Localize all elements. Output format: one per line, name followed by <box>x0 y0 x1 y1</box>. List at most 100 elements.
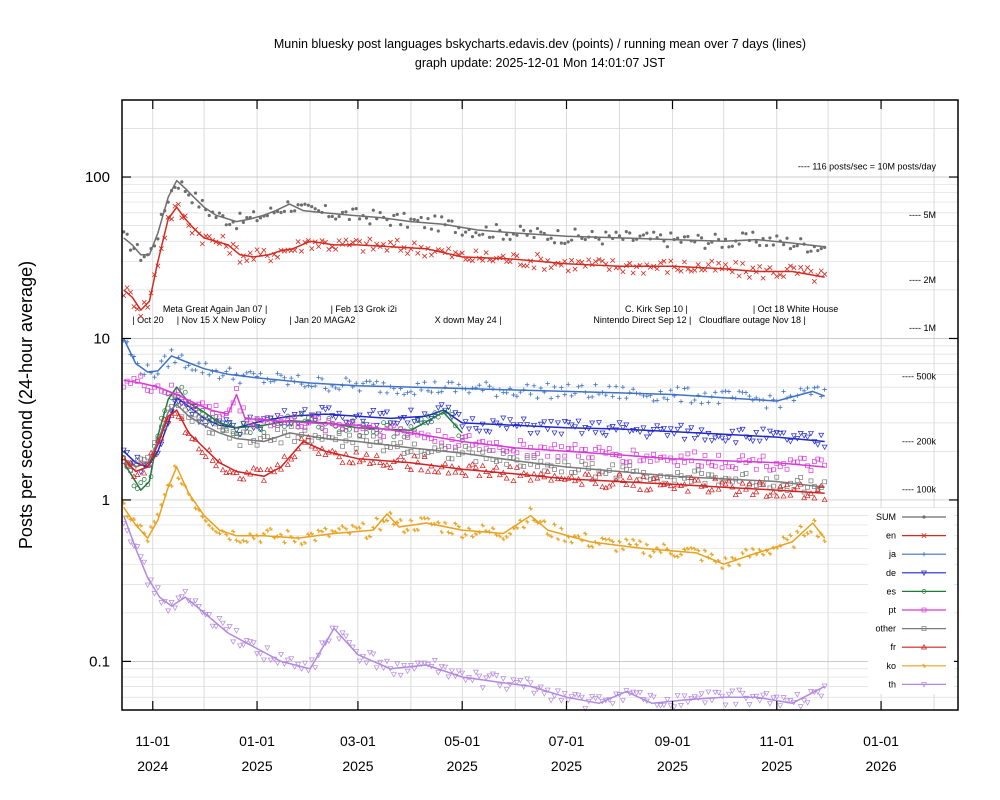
data-point <box>678 422 685 429</box>
data-point <box>555 536 561 542</box>
data-point <box>217 424 222 430</box>
data-point <box>610 462 616 468</box>
data-point <box>661 258 667 264</box>
data-point <box>558 431 565 438</box>
data-point <box>613 548 619 554</box>
data-point <box>773 493 780 499</box>
data-point <box>668 388 673 393</box>
data-point <box>507 463 514 469</box>
data-point <box>524 676 531 682</box>
data-point <box>364 430 369 436</box>
legend-label: ja <box>888 549 896 559</box>
data-point <box>254 247 260 253</box>
data-point <box>753 693 760 700</box>
data-point <box>295 373 301 378</box>
data-point <box>186 363 191 368</box>
data-point <box>477 233 481 237</box>
data-point <box>431 658 438 664</box>
data-point <box>241 220 245 224</box>
data-point <box>760 552 766 557</box>
legend-marker <box>921 552 927 557</box>
x-tick-label-year: 2025 <box>657 758 688 774</box>
data-point <box>350 240 356 245</box>
data-point <box>446 246 452 252</box>
data-point <box>730 555 735 561</box>
data-point <box>429 227 434 231</box>
data-point <box>159 212 163 216</box>
data-point <box>257 466 264 473</box>
data-point <box>216 616 223 622</box>
data-point <box>565 446 571 451</box>
data-point <box>607 234 611 238</box>
data-point <box>528 506 533 511</box>
data-point <box>528 391 533 397</box>
data-point <box>357 433 362 439</box>
data-point <box>333 246 339 252</box>
data-point <box>667 426 674 432</box>
data-point <box>408 424 414 429</box>
data-point <box>778 405 783 410</box>
data-point <box>179 481 185 487</box>
y-tick-label: 1 <box>102 492 110 509</box>
data-point <box>474 231 478 235</box>
data-point <box>589 455 595 461</box>
data-point <box>544 468 551 474</box>
data-point <box>708 438 715 444</box>
data-point <box>288 424 294 429</box>
data-point <box>583 237 587 242</box>
series-pt <box>121 373 828 473</box>
data-point <box>675 554 680 559</box>
data-point <box>569 540 574 545</box>
data-point <box>535 451 540 457</box>
event-label: C. Kirk Sep 10 | <box>625 304 688 314</box>
series-line <box>123 386 463 491</box>
data-point <box>459 250 465 256</box>
data-point <box>692 397 697 403</box>
data-point <box>579 383 585 388</box>
data-point <box>462 419 469 425</box>
data-point <box>145 538 150 544</box>
data-point <box>381 434 386 440</box>
data-point <box>761 236 765 241</box>
data-point <box>595 420 602 426</box>
data-point <box>712 463 718 469</box>
data-point <box>792 244 796 249</box>
x-axis-ticks: 11-01 2024 01-01 2025 03-01 2025 05-01 2025 07-0… <box>135 100 899 774</box>
data-point <box>698 427 705 433</box>
series-line <box>123 206 825 311</box>
chart-title: Munin bluesky post languages bskycharts.… <box>274 37 806 51</box>
data-point <box>586 455 592 461</box>
data-point <box>245 215 249 220</box>
data-point <box>630 537 636 542</box>
data-point <box>268 258 274 264</box>
data-point <box>548 477 555 483</box>
data-point <box>316 415 321 421</box>
data-point <box>476 428 483 435</box>
data-point <box>190 201 194 205</box>
data-point <box>794 478 800 483</box>
data-point <box>310 205 314 209</box>
data-point <box>740 453 745 459</box>
data-point <box>203 518 208 524</box>
data-point <box>187 193 191 197</box>
data-point <box>552 522 557 527</box>
data-point <box>257 651 264 657</box>
data-point <box>650 475 657 481</box>
data-point <box>548 419 555 425</box>
data-point <box>155 371 161 377</box>
data-point <box>722 480 729 487</box>
data-point <box>267 466 274 472</box>
data-point <box>363 422 370 428</box>
data-point <box>684 699 691 706</box>
data-point <box>784 466 790 472</box>
data-point <box>429 389 434 395</box>
data-point <box>784 698 791 704</box>
data-point <box>712 475 719 482</box>
data-point <box>275 371 280 376</box>
data-point <box>200 198 204 203</box>
data-point <box>561 691 568 697</box>
data-point <box>528 229 533 233</box>
data-point <box>767 393 773 398</box>
data-point <box>446 530 451 535</box>
